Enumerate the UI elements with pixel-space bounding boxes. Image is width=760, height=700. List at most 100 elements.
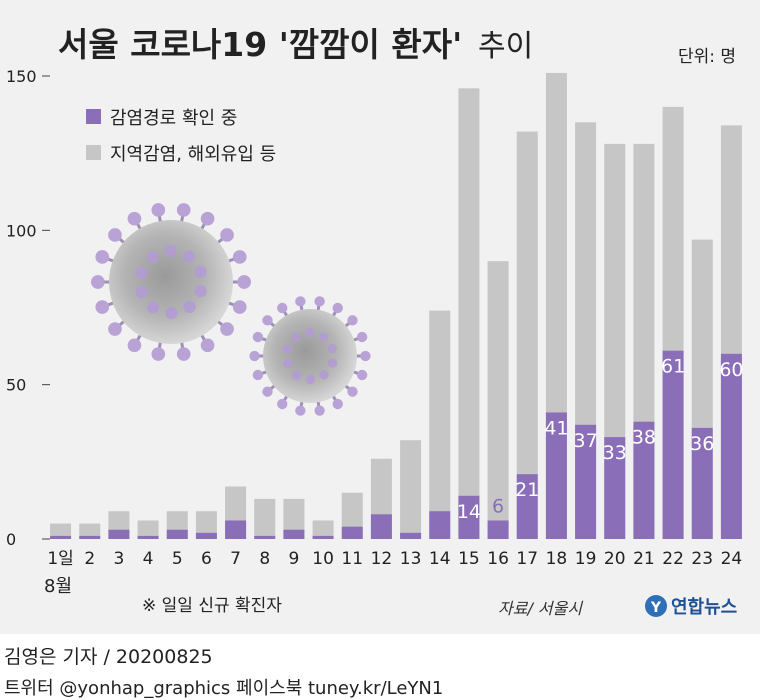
footnote: ※ 일일 신규 확진자: [142, 596, 282, 616]
data-label: 37: [573, 430, 597, 452]
bar-total: [516, 131, 538, 539]
virus-spike-head: [176, 203, 191, 217]
virus-spike-head: [200, 338, 215, 353]
data-label: 33: [603, 442, 627, 464]
virus-spike-head: [176, 347, 191, 361]
x-tick-label: 19: [575, 549, 597, 569]
virus-body: [263, 309, 357, 403]
x-tick-label: 16: [487, 549, 509, 569]
data-label: 21: [515, 479, 539, 501]
virus-illustration: [249, 296, 371, 416]
bar-confirmed: [516, 474, 538, 539]
virus-spike-head: [95, 250, 110, 264]
x-tick-label: 1일: [47, 549, 73, 569]
data-label: 14: [457, 501, 481, 523]
bar-confirmed: [166, 529, 188, 539]
bar-total: [487, 261, 509, 539]
unit-label: 단위: 명: [678, 47, 736, 67]
logo-text: 연합뉴스: [671, 596, 737, 618]
bar-confirmed: [283, 529, 305, 539]
virus-spot: [146, 301, 160, 314]
bar-confirmed: [50, 535, 72, 539]
virus-spot: [194, 284, 207, 298]
legend-swatch-other: [86, 145, 101, 160]
legend-swatch-confirmed: [86, 109, 101, 124]
legend: 감염경로 확인 중 지역감염, 해외유입 등: [86, 108, 276, 165]
virus-spike-head: [277, 398, 288, 410]
bar-confirmed: [487, 520, 509, 539]
bar-confirmed: [370, 514, 392, 539]
virus-spike-head: [237, 275, 251, 289]
chart: 서울 코로나19 '깜깜이 환자' 추이 단위: 명 150 100 50 0 14 6…: [0, 0, 760, 634]
legend-label-other: 지역감염, 해외유입 등: [110, 144, 276, 165]
bar-confirmed: [575, 424, 597, 539]
virus-spot: [282, 344, 293, 354]
reporter-credit: 김영은 기자 / 20200825: [4, 646, 213, 668]
virus-spike-head: [332, 302, 343, 314]
virus-spike-head: [277, 302, 288, 314]
bar-confirmed: [341, 526, 363, 539]
x-tick-label: 3: [114, 549, 125, 569]
bar-total: [400, 440, 422, 539]
virus-spike-head: [347, 386, 358, 397]
virus-spike-head: [332, 398, 343, 410]
credits: 김영은 기자 / 20200825 트위터 @yonhap_graphics 페…: [0, 634, 760, 700]
x-tick-label: 5: [172, 549, 183, 569]
data-label: 36: [690, 433, 714, 455]
social-credit: 트위터 @yonhap_graphics 페이스북 tuney.kr/LeYN1: [4, 678, 444, 699]
y-axis: 150 100 50 0: [6, 67, 50, 549]
legend-label-confirmed: 감염경로 확인 중: [110, 108, 237, 129]
y-tick-label: 0: [6, 530, 16, 549]
x-tick-label: 13: [400, 549, 422, 569]
y-tick-label: 150: [6, 67, 37, 86]
x-tick-label: 21: [633, 549, 655, 569]
virus-spot: [291, 332, 301, 342]
x-unit-label: 8월: [44, 576, 72, 597]
bar-total: [50, 523, 72, 539]
virus-spot: [183, 300, 196, 314]
virus-spot: [327, 358, 338, 368]
virus-illustration: [91, 203, 251, 361]
virus-spike-head: [356, 331, 368, 343]
bar-total: [458, 88, 480, 539]
bar-total: [137, 520, 159, 539]
data-label: 38: [632, 427, 656, 449]
bar-confirmed: [137, 535, 159, 539]
data-label: 41: [544, 417, 568, 439]
virus-spike-head: [232, 250, 247, 264]
virus-spike-head: [314, 405, 325, 416]
x-tick-label: 15: [458, 549, 480, 569]
x-tick-label: 24: [721, 549, 743, 569]
virus-spot: [164, 244, 177, 258]
chart-title: 서울 코로나19 '깜깜이 환자': [58, 25, 462, 64]
bar-total: [195, 511, 217, 539]
virus-spike-head: [356, 369, 368, 381]
virus-spot: [283, 358, 293, 369]
bar-confirmed: [691, 427, 713, 539]
virus-spike-head: [108, 228, 122, 242]
bar-total: [79, 523, 101, 539]
virus-spike-head: [295, 296, 306, 307]
virus-spike-head: [249, 350, 260, 362]
bar-confirmed: [400, 532, 422, 539]
virus-spike-head: [108, 322, 122, 336]
virus-spike-head: [232, 300, 247, 314]
bar-total: [254, 498, 276, 539]
virus-spot: [182, 250, 196, 263]
data-label: 61: [661, 356, 685, 378]
bar-total: [312, 520, 334, 539]
virus-spike-head: [252, 331, 264, 343]
virus-spike-head: [127, 211, 142, 226]
virus-spike-head: [360, 350, 371, 362]
bar-confirmed: [458, 495, 480, 539]
x-tick-label: 22: [662, 549, 684, 569]
virus-spike-head: [262, 315, 273, 326]
virus-spike-head: [314, 296, 325, 307]
virus-spike-head: [347, 315, 358, 326]
virus-spike-head: [91, 275, 105, 289]
virus-body: [109, 220, 233, 344]
virus-spike-head: [220, 228, 234, 242]
x-tick-label: 17: [516, 549, 538, 569]
x-tick-label: 2: [84, 549, 95, 569]
